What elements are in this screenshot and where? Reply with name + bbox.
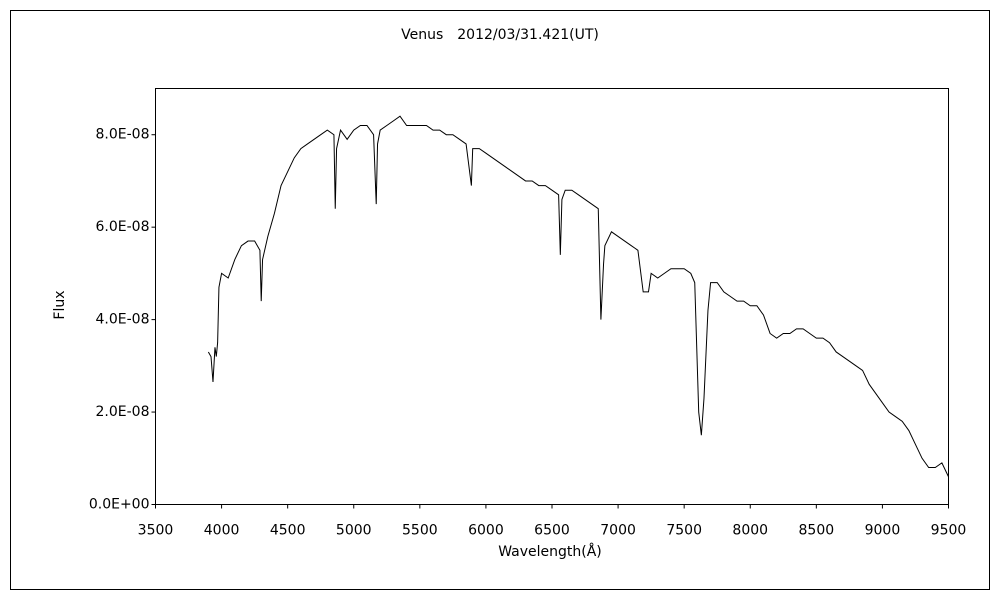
- chart-title: Venus 2012/03/31.421(UT): [401, 27, 599, 43]
- y-tick-label: 0.0E+00: [89, 497, 150, 513]
- x-tick-label: 7000: [600, 523, 636, 539]
- y-tick-label: 6.0E-08: [96, 219, 150, 235]
- x-tick-label: 8500: [799, 523, 835, 539]
- y-tick-label: 2.0E-08: [96, 404, 150, 420]
- y-axis-label: Flux: [52, 290, 68, 319]
- x-tick-label: 9000: [865, 523, 901, 539]
- x-tick-label: 7500: [666, 523, 702, 539]
- x-tick-label: 6000: [468, 523, 504, 539]
- spectrum-line: [207, 115, 949, 477]
- x-tick-label: 5000: [336, 523, 372, 539]
- x-tick-label: 9500: [931, 523, 967, 539]
- x-tick-label: 3500: [138, 523, 174, 539]
- x-tick-label: 4000: [204, 523, 240, 539]
- x-axis-label: Wavelength(Å): [498, 543, 602, 560]
- x-tick-label: 5500: [402, 523, 438, 539]
- x-tick-label: 8000: [732, 523, 768, 539]
- outer-frame: [10, 10, 990, 590]
- y-tick-label: 8.0E-08: [96, 127, 150, 143]
- x-tick-label: 4500: [270, 523, 306, 539]
- plot-frame: [155, 88, 949, 505]
- y-tick-label: 4.0E-08: [96, 312, 150, 328]
- x-tick-label: 6500: [534, 523, 570, 539]
